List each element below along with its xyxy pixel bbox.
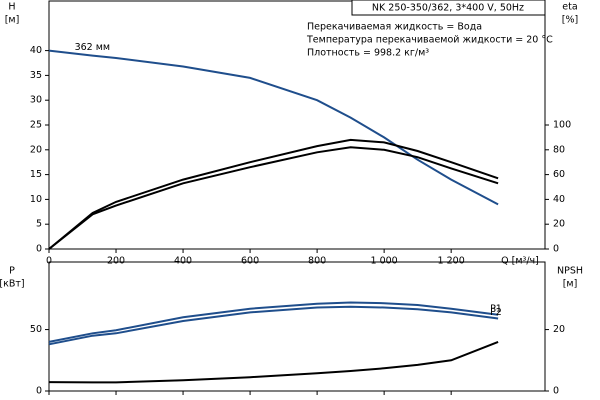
- x-tick-label: 600: [241, 256, 259, 267]
- title-box: [351, 0, 546, 16]
- y-tick-label: 35: [30, 70, 42, 81]
- y2-tick-label: 80: [553, 144, 565, 155]
- curve: [48, 301, 499, 343]
- y-axis-unit: [м]: [5, 15, 20, 26]
- y2-tick-label: 100: [553, 120, 571, 131]
- y-tick-label: 50: [30, 324, 42, 335]
- y2-tick-label: 0: [553, 244, 559, 255]
- y-axis-unit: [кВт]: [0, 279, 25, 290]
- y-axis-label: P: [9, 266, 15, 277]
- y2-tick-label: 40: [553, 194, 565, 205]
- y-tick-label: 40: [30, 45, 42, 56]
- y-tick-label: 30: [30, 95, 42, 106]
- x-tick-label: 0: [46, 256, 52, 267]
- annotation: Перекачиваемая жидкость = Вода: [307, 22, 482, 33]
- y-tick-label: 0: [36, 244, 42, 255]
- y-axis-label: H: [8, 2, 15, 13]
- y2-axis-unit: [%]: [562, 15, 578, 26]
- series-label: P2: [490, 307, 502, 318]
- series-label: P1: [490, 303, 502, 314]
- plot-frame: [48, 261, 546, 392]
- curve-label: 362 мм: [75, 42, 111, 53]
- y-tick-label: 15: [30, 169, 42, 180]
- annotation: Плотность = 998.2 кг/м³: [307, 48, 429, 59]
- x-tick-label: 1 000: [371, 256, 398, 267]
- y2-axis-label: NPSH: [557, 266, 583, 277]
- x-tick-label: 200: [107, 256, 125, 267]
- y-tick-label: 10: [30, 194, 42, 205]
- curve: [48, 305, 499, 346]
- x-tick-label: 800: [308, 256, 326, 267]
- y-tick-label: 25: [30, 120, 42, 131]
- x-tick-label: 1 200: [438, 256, 465, 267]
- x-axis-label: Q [м³/ч]: [501, 256, 539, 267]
- annotation: Температура перекачиваемой жидкости = 20…: [306, 35, 553, 46]
- y2-tick-label: 20: [553, 219, 565, 230]
- y2-tick-label: 60: [553, 169, 565, 180]
- curve: [48, 49, 499, 206]
- y-tick-label: 20: [30, 144, 42, 155]
- y-tick-label: 0: [36, 386, 42, 397]
- curve: [48, 146, 499, 250]
- x-tick-label: 400: [174, 256, 192, 267]
- y-tick-label: 5: [36, 219, 42, 230]
- curve: [48, 340, 499, 384]
- y2-axis-unit: [м]: [563, 279, 578, 290]
- y2-axis-label: eta: [562, 2, 577, 13]
- y2-tick-label: 0: [553, 386, 559, 397]
- chart-title: NK 250-350/362, 3*400 V, 50Hz: [372, 3, 524, 14]
- y2-tick-label: 20: [553, 324, 565, 335]
- curve: [48, 138, 499, 250]
